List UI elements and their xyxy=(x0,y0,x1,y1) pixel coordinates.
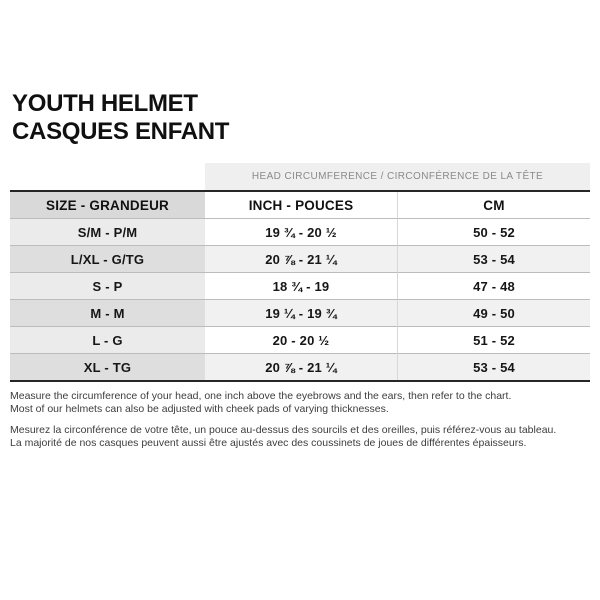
measuring-note-en: Measure the circumference of your head, … xyxy=(10,390,592,416)
head-circumference-header: HEAD CIRCUMFERENCE / CIRCONFÉRENCE DE LA… xyxy=(205,163,590,190)
cell-size: S - P xyxy=(10,272,205,299)
column-header-cm: CM xyxy=(397,192,590,218)
note-fr-line-2: La majorité de nos casques peuvent aussi… xyxy=(10,436,527,449)
cell-size: L - G xyxy=(10,326,205,353)
size-table: SIZE - GRANDEUR INCH - POUCES CM S/M - P… xyxy=(10,190,590,382)
note-fr-line-1: Mesurez la circonférence de votre tête, … xyxy=(10,424,557,436)
cell-cm: 51 - 52 xyxy=(397,326,590,353)
column-header-size: SIZE - GRANDEUR xyxy=(10,192,205,218)
cell-cm: 53 - 54 xyxy=(397,245,590,272)
cell-size: S/M - P/M xyxy=(10,218,205,245)
note-en-line-2: Most of our helmets can also be adjusted… xyxy=(10,402,389,415)
cell-cm: 47 - 48 xyxy=(397,272,590,299)
page-title: YOUTH HELMET CASQUES ENFANT xyxy=(12,90,229,146)
column-header-inch: INCH - POUCES xyxy=(205,192,397,218)
cell-size: M - M xyxy=(10,299,205,326)
measuring-note-fr: Mesurez la circonférence de votre tête, … xyxy=(10,424,592,450)
cell-inch: 20 ⅞ - 21 ¼ xyxy=(205,245,397,272)
cell-size: XL - TG xyxy=(10,353,205,380)
cell-inch: 18 ¾ - 19 xyxy=(205,272,397,299)
cell-cm: 53 - 54 xyxy=(397,353,590,380)
cell-cm: 49 - 50 xyxy=(397,299,590,326)
note-en-line-1: Measure the circumference of your head, … xyxy=(10,390,512,402)
cell-inch: 19 ¾ - 20 ½ xyxy=(205,218,397,245)
cell-cm: 50 - 52 xyxy=(397,218,590,245)
cell-inch: 19 ¼ - 19 ¾ xyxy=(205,299,397,326)
page-title-line-en: YOUTH HELMET xyxy=(12,90,198,117)
cell-size: L/XL - G/TG xyxy=(10,245,205,272)
page-title-line-fr: CASQUES ENFANT xyxy=(12,118,230,145)
cell-inch: 20 ⅞ - 21 ¼ xyxy=(205,353,397,380)
cell-inch: 20 - 20 ½ xyxy=(205,326,397,353)
